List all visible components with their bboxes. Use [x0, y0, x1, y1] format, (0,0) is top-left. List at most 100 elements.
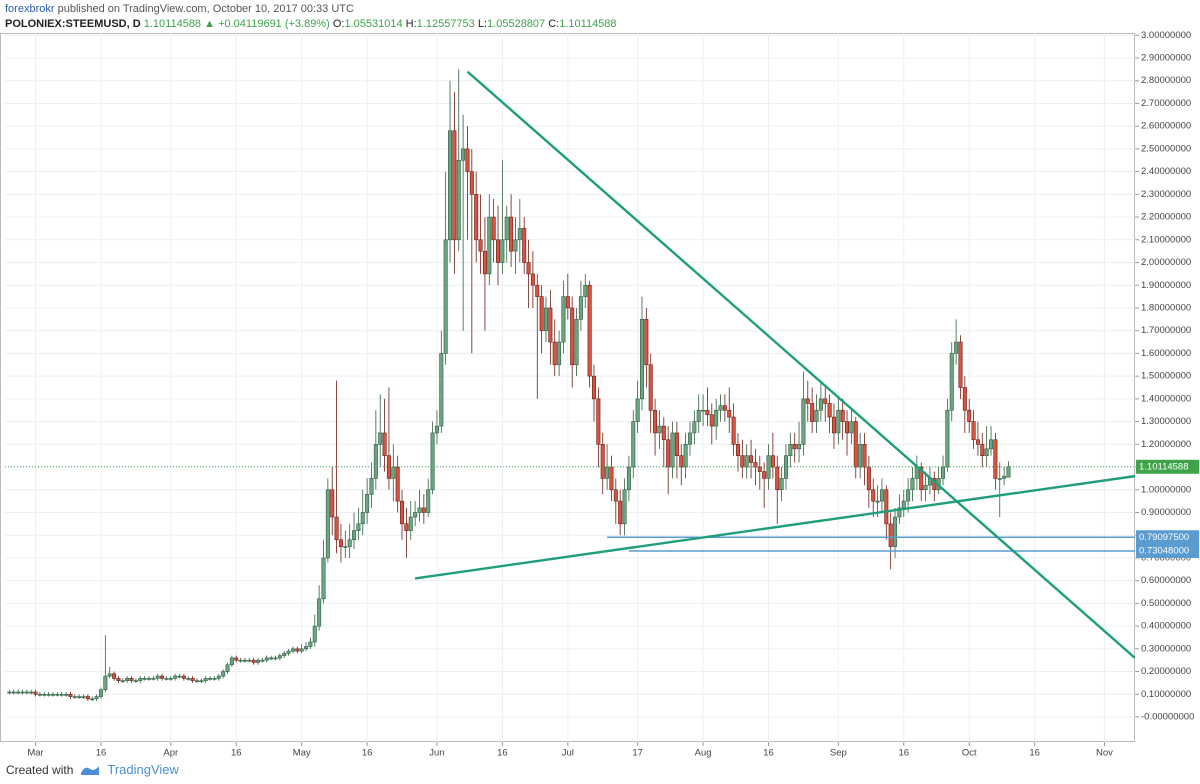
candle-body [600, 444, 605, 479]
x-tick-label: Oct [962, 748, 977, 759]
candle-body [50, 693, 55, 696]
candle-body [901, 500, 906, 509]
x-tick-label: Sep [830, 748, 847, 759]
candle-body [426, 489, 431, 513]
grid [5, 33, 1135, 742]
ohlc-value: 1.12557753 [416, 18, 475, 30]
candle-body [343, 546, 348, 548]
candle-body [430, 432, 435, 491]
brand[interactable]: TradingView [107, 762, 179, 777]
candle-body [282, 653, 287, 656]
candle-body [238, 659, 243, 662]
candle-body [500, 239, 505, 263]
candle-body [779, 478, 784, 491]
candle-body [247, 659, 252, 662]
candle-body [971, 421, 976, 441]
candle-body [587, 284, 592, 377]
candle-body [871, 489, 876, 502]
y-tick-label: 3.00000000 [1141, 30, 1191, 41]
price-label-box [1136, 459, 1199, 474]
candle-body [989, 439, 994, 450]
candle-body [55, 693, 60, 696]
candle-body [591, 375, 596, 400]
x-tick-label: 16 [362, 748, 373, 759]
candle-body [583, 284, 588, 297]
candle-body [216, 675, 221, 679]
candle-body [827, 403, 832, 418]
candle-body [762, 471, 767, 479]
candle-body [644, 319, 649, 366]
candle-body [705, 409, 710, 416]
y-tick-label: 2.20000000 [1141, 212, 1191, 223]
author[interactable]: forexbrokr [5, 3, 55, 15]
y-tick-label: 1.80000000 [1141, 302, 1191, 313]
candle-body [160, 675, 165, 679]
candle-body [417, 507, 422, 513]
candle-body [448, 130, 453, 241]
candle-body [788, 444, 793, 456]
candle-body [674, 432, 679, 456]
candle-body [884, 489, 889, 525]
candle-body [94, 696, 99, 700]
x-tick-label: 17 [632, 748, 643, 759]
candle-body [408, 516, 413, 531]
y-tick-label: 0.20000000 [1141, 666, 1191, 677]
y-tick-label: 1.60000000 [1141, 348, 1191, 359]
candle-body [687, 432, 692, 445]
candle-body [958, 341, 963, 388]
candle-body [308, 641, 313, 647]
candle-body [666, 439, 671, 468]
candle-body [138, 678, 143, 681]
candle-body [718, 405, 723, 411]
y-tick-label: 2.60000000 [1141, 121, 1191, 132]
candle-body [155, 675, 160, 679]
candle-body [269, 657, 274, 660]
candle-body [338, 539, 343, 547]
candle-body [46, 693, 51, 696]
candle-body [439, 353, 444, 427]
candle-body [474, 194, 479, 241]
candle-body [116, 678, 121, 681]
candle-body [701, 409, 706, 412]
candle-body [208, 678, 213, 680]
price-label-box [1136, 544, 1199, 559]
trendline [466, 70, 1135, 659]
candle-body [714, 409, 719, 427]
x-tick-label: 16 [898, 748, 909, 759]
candle-body [347, 539, 352, 547]
x-tick-label: Mar [27, 748, 43, 759]
y-tick-label: 2.30000000 [1141, 189, 1191, 200]
price-label: 0.73048000 [1139, 546, 1189, 557]
y-tick-label: 2.10000000 [1141, 234, 1191, 245]
y-tick-label: 1.30000000 [1141, 416, 1191, 427]
candle-body [980, 444, 985, 456]
candle-body [33, 691, 38, 695]
candle-body [234, 657, 239, 661]
candle-body [382, 432, 387, 456]
candle-body [256, 659, 261, 663]
x-tick-label: 16 [763, 748, 774, 759]
candle-body [709, 414, 714, 427]
candle-body [993, 439, 998, 479]
candle-body [945, 409, 950, 468]
candle-body [404, 523, 409, 531]
candle-body [661, 425, 666, 441]
candle-body [142, 678, 147, 680]
candle-body [565, 296, 570, 309]
ohlc-label: O: [332, 18, 345, 30]
candle-body [757, 466, 762, 472]
candle-body [434, 425, 439, 434]
candle-body [413, 512, 418, 518]
last-value: 1.10114588 [143, 18, 202, 30]
candle-body [840, 409, 845, 422]
candle-body [177, 675, 182, 678]
candle-body [513, 239, 518, 252]
candle-body [164, 678, 169, 680]
y-tick-label: 0.90000000 [1141, 507, 1191, 518]
x-tick-label: Jun [429, 748, 444, 759]
candle-body [888, 523, 893, 547]
candle-body [692, 421, 697, 434]
candle-body [356, 523, 361, 531]
candle-body [72, 696, 77, 698]
footer: Created with TradingView [6, 762, 179, 777]
